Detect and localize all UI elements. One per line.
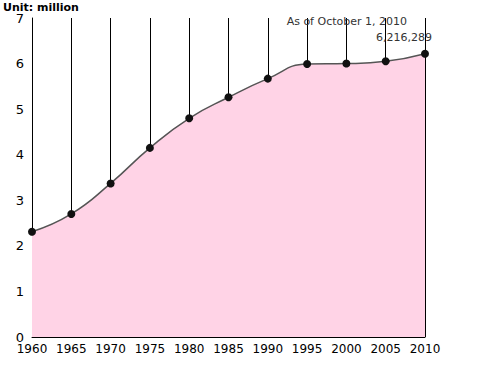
svg-text:6,216,289: 6,216,289 <box>376 31 432 44</box>
svg-text:3: 3 <box>16 193 24 208</box>
svg-text:1970: 1970 <box>95 342 126 356</box>
svg-text:1975: 1975 <box>135 342 166 356</box>
svg-text:As of October 1, 2010: As of October 1, 2010 <box>287 15 407 28</box>
svg-text:2000: 2000 <box>331 342 362 356</box>
svg-text:6: 6 <box>16 56 24 71</box>
svg-text:2010: 2010 <box>410 342 441 356</box>
svg-text:2005: 2005 <box>370 342 401 356</box>
svg-text:1990: 1990 <box>253 342 284 356</box>
svg-text:4: 4 <box>16 147 24 162</box>
svg-text:0: 0 <box>15 329 24 345</box>
svg-text:2: 2 <box>16 238 24 253</box>
svg-text:1995: 1995 <box>292 342 323 356</box>
svg-text:1: 1 <box>16 284 24 299</box>
svg-text:1960: 1960 <box>17 342 48 356</box>
svg-text:Unit: million: Unit: million <box>3 1 79 14</box>
svg-text:1965: 1965 <box>56 342 87 356</box>
svg-text:5: 5 <box>16 102 24 117</box>
svg-text:1980: 1980 <box>174 342 205 356</box>
svg-text:7: 7 <box>16 11 24 26</box>
svg-text:1985: 1985 <box>213 342 244 356</box>
